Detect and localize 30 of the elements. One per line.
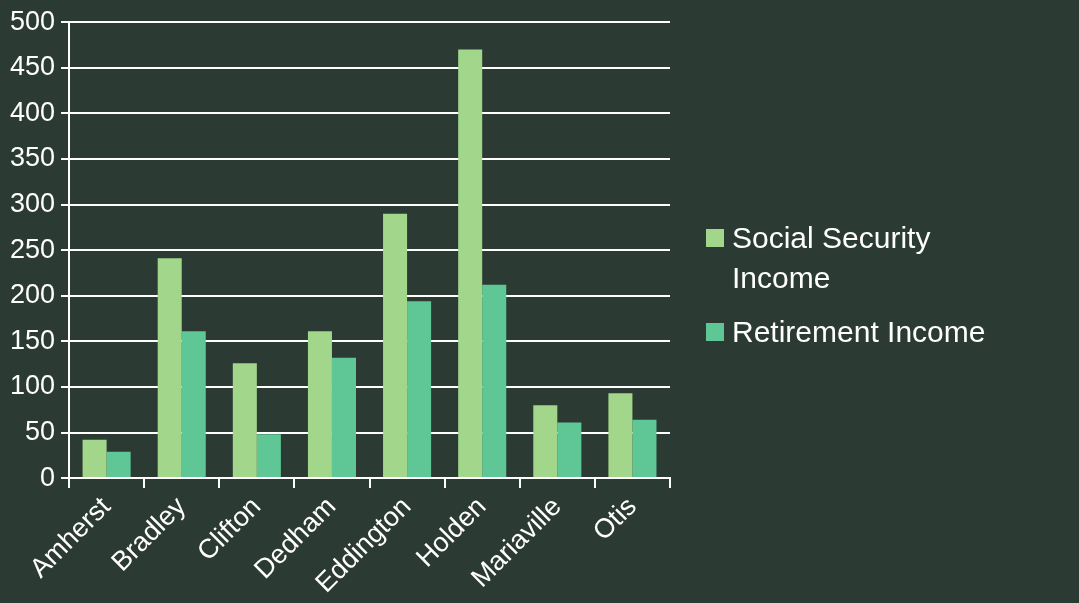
bar	[533, 405, 558, 478]
bar	[82, 439, 107, 478]
y-tick-label: 300	[9, 188, 56, 219]
bar	[458, 49, 483, 478]
bar	[157, 258, 182, 478]
x-tick-label: Otis	[586, 490, 642, 547]
bar	[557, 422, 582, 478]
y-tick-label: 500	[9, 5, 56, 36]
y-tick-label: 450	[9, 51, 56, 82]
bar	[181, 331, 206, 478]
bar	[482, 284, 507, 478]
bar	[383, 213, 408, 478]
y-tick-label: 400	[9, 96, 56, 127]
y-tick-label: 350	[9, 142, 56, 173]
y-tick-label: 50	[25, 415, 56, 446]
bar	[106, 451, 131, 478]
y-tick-label: 150	[9, 324, 56, 355]
bar	[232, 363, 257, 478]
y-tick-label: 200	[9, 279, 56, 310]
bar	[632, 419, 657, 478]
bar	[256, 434, 281, 478]
y-tick-label: 100	[9, 370, 56, 401]
bar	[608, 393, 633, 478]
legend-label: Social Security Income	[732, 220, 932, 296]
bar	[407, 301, 432, 478]
y-tick-label: 0	[40, 461, 56, 492]
bar	[307, 331, 332, 478]
bar	[331, 357, 356, 478]
y-tick-label: 250	[9, 233, 56, 264]
legend-label: Retirement Income	[732, 314, 986, 350]
